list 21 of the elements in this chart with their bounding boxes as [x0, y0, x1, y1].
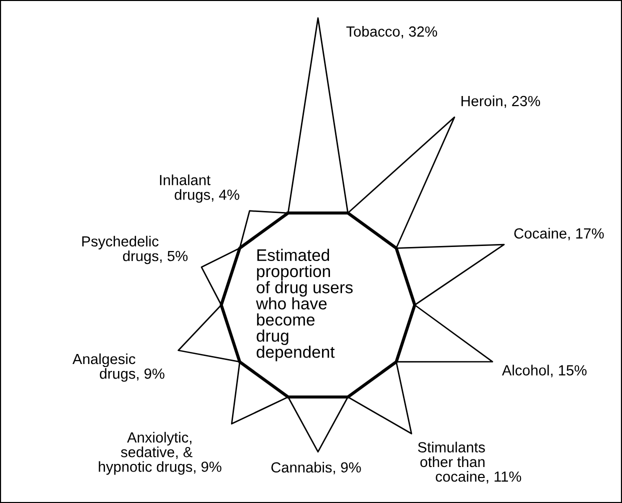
category-label: Cannabis — [271, 462, 332, 473]
category-label: Tobacco — [346, 26, 400, 37]
data-label: , 9% — [334, 462, 361, 474]
category-label: Analgesic drugs — [72, 353, 136, 382]
data-label: , 9% — [194, 462, 222, 474]
text: Estimated proportion of drug users who have become drug dependent — [256, 248, 353, 362]
data-label: , 9% — [137, 368, 164, 381]
category-label: Alcohol — [502, 364, 549, 376]
category-label: Psychedelic drugs — [82, 236, 159, 264]
data-label: , 32% — [402, 26, 438, 38]
category-label: Stimulants other than cocaine — [418, 442, 485, 482]
category-label: Anxiolytic, sedative, & hypnotic drugs — [98, 432, 192, 475]
category-label: Cocaine — [514, 228, 566, 239]
data-label: , 5% — [160, 250, 188, 263]
data-label: , 23% — [504, 96, 540, 108]
data-label: , 15% — [551, 365, 587, 378]
data-label: , 17% — [568, 228, 604, 240]
data-label: , 11% — [486, 472, 522, 484]
data-label: , 4% — [212, 190, 240, 202]
category-label: Heroin — [462, 95, 502, 106]
category-label: Inhalant drugs — [160, 174, 210, 203]
